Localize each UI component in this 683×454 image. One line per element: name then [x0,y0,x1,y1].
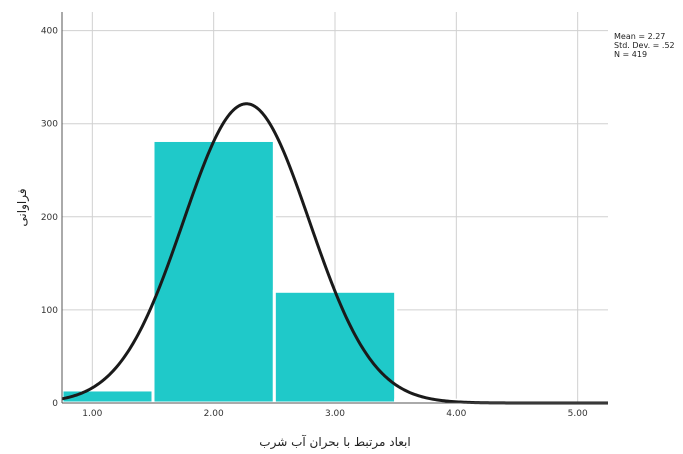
y-tick-label: 300 [41,120,58,130]
x-tick-label: 4.00 [446,409,466,419]
stats-mean: Mean = 2.27 [614,32,665,41]
stats-n: N = 419 [614,50,647,59]
stats-box: Mean = 2.27 Std. Dev. = .52 N = 419 [614,32,675,59]
x-tick-labels: 1.00 2.00 3.00 4.00 5.00 [82,409,588,419]
y-tick-label: 400 [41,27,58,37]
x-tick-label: 5.00 [568,409,588,419]
y-axis-title: فراوانی [15,188,30,226]
y-tick-label: 100 [41,306,58,316]
y-tick-labels: 0 100 200 300 400 [41,27,58,409]
x-axis-title: ابعاد مرتبط با بحران آب شرب [259,434,410,450]
stats-std-dev: Std. Dev. = .52 [614,41,675,50]
y-tick-label: 200 [41,213,58,223]
histogram-bar [151,138,276,405]
histogram-bar [272,289,398,405]
axes [61,12,608,404]
histogram-bars [60,138,458,405]
x-tick-label: 2.00 [204,409,224,419]
x-tick-label: 1.00 [82,409,102,419]
x-tick-label: 3.00 [325,409,345,419]
y-tick-label: 0 [52,399,58,409]
